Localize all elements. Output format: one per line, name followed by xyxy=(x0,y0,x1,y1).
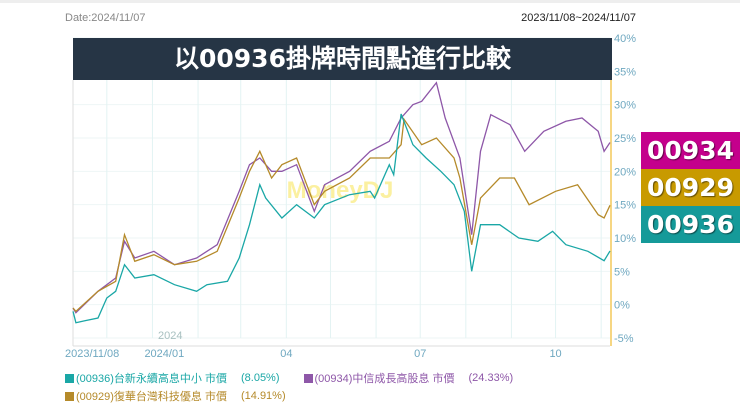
x-tick-label: 07 xyxy=(414,348,426,360)
y-tick-label: -5% xyxy=(614,333,634,345)
badge-00934: 00934 xyxy=(641,132,740,169)
series-line-00936 xyxy=(72,113,611,324)
badge-00929: 00929 xyxy=(641,169,740,206)
date-label: Date:2024/11/07 xyxy=(65,12,146,24)
legend-item-00936[interactable]: (00936)台新永續高息中小 市價 xyxy=(65,370,227,386)
legend-swatch xyxy=(65,373,74,383)
x-tick-label: 2023/11/08 xyxy=(65,348,119,360)
series-line-00929 xyxy=(72,117,611,313)
legend-value: (14.91%) xyxy=(240,390,286,402)
x-tick-label: 10 xyxy=(549,348,561,360)
legend-row-1: (00936)台新永續高息中小 市價 (8.05%) (00934)中信成長高股… xyxy=(65,370,537,386)
legend-label: (00936)台新永續高息中小 市價 xyxy=(76,373,227,385)
legend-value: (24.33%) xyxy=(468,372,514,384)
y-tick-label: 10% xyxy=(614,233,636,245)
legend-swatch xyxy=(303,373,313,383)
legend-swatch xyxy=(65,391,74,401)
y-tick-label: 20% xyxy=(614,166,636,178)
legend-item-00934[interactable]: (00934)中信成長高股息 市價 xyxy=(303,370,455,386)
series-line-00934 xyxy=(72,81,611,314)
year-label: 2024 xyxy=(158,330,182,342)
badge-00936: 00936 xyxy=(641,206,740,243)
legend-value: (8.05%) xyxy=(240,372,280,384)
legend-item-00929[interactable]: (00929)復華台灣科技優息 市價 xyxy=(65,388,227,404)
date-range-label: 2023/11/08~2024/11/07 xyxy=(521,12,636,24)
y-tick-label: 5% xyxy=(614,266,630,278)
y-tick-label: 35% xyxy=(614,66,636,78)
y-tick-label: 40% xyxy=(614,33,636,45)
legend-label: (00934)中信成長高股息 市價 xyxy=(314,373,455,385)
watermark: MoneyDJ xyxy=(287,177,394,204)
y-tick-label: 30% xyxy=(614,100,636,112)
x-tick-label: 2024/01 xyxy=(144,348,184,360)
y-tick-label: 0% xyxy=(614,300,630,312)
y-tick-label: 25% xyxy=(614,133,636,145)
top-border xyxy=(0,0,740,3)
y-tick-label: 15% xyxy=(614,200,636,212)
legend-row-2: (00929)復華台灣科技優息 市價 (14.91%) xyxy=(65,388,310,404)
legend-label: (00929)復華台灣科技優息 市價 xyxy=(76,391,227,403)
chart-banner-title: 以00936掛牌時間點進行比較 xyxy=(73,38,612,80)
x-tick-label: 04 xyxy=(280,348,292,360)
